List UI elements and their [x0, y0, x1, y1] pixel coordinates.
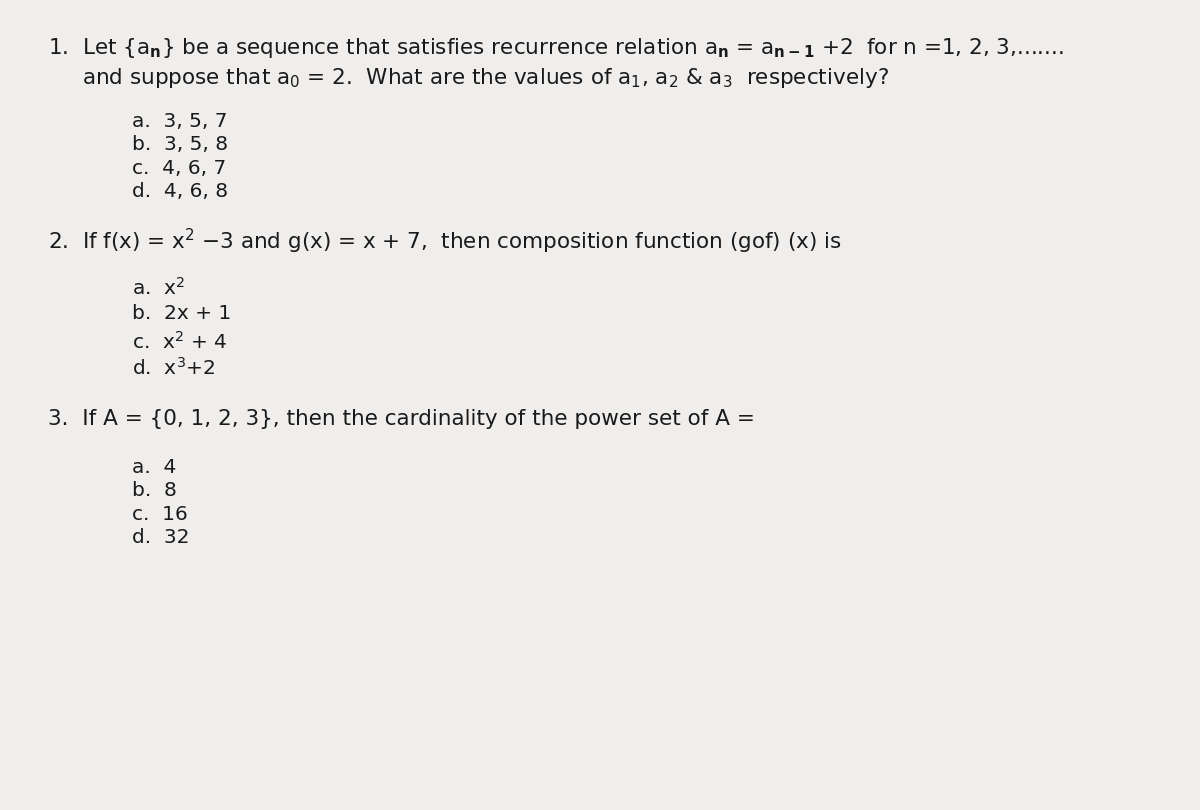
Text: and suppose that a$_0$ = 2.  What are the values of a$_1$, a$_2$ & a$_3$  respec: and suppose that a$_0$ = 2. What are the… [82, 66, 888, 91]
Text: d.  4, 6, 8: d. 4, 6, 8 [132, 182, 228, 201]
Text: d.  x$^3$+2: d. x$^3$+2 [132, 357, 215, 379]
Text: d.  32: d. 32 [132, 528, 190, 547]
Text: 2.  If f(x) = x$^2$ $-$3 and g(x) = x + 7,  then composition function (gof) (x) : 2. If f(x) = x$^2$ $-$3 and g(x) = x + 7… [48, 227, 841, 256]
Text: c.  x$^2$ + 4: c. x$^2$ + 4 [132, 330, 227, 352]
Text: 3.  If A = {0, 1, 2, 3}, then the cardinality of the power set of A =: 3. If A = {0, 1, 2, 3}, then the cardina… [48, 409, 755, 429]
Text: a.  x$^2$: a. x$^2$ [132, 277, 185, 299]
Text: a.  3, 5, 7: a. 3, 5, 7 [132, 112, 228, 130]
Text: c.  16: c. 16 [132, 505, 187, 523]
Text: a.  4: a. 4 [132, 458, 176, 476]
Text: 1.  Let {a$_\mathbf{n}$} be a sequence that satisfies recurrence relation a$_\ma: 1. Let {a$_\mathbf{n}$} be a sequence th… [48, 36, 1064, 61]
Text: b.  8: b. 8 [132, 481, 176, 500]
Text: b.  3, 5, 8: b. 3, 5, 8 [132, 135, 228, 154]
Text: c.  4, 6, 7: c. 4, 6, 7 [132, 159, 227, 177]
Text: b.  2x + 1: b. 2x + 1 [132, 304, 232, 322]
